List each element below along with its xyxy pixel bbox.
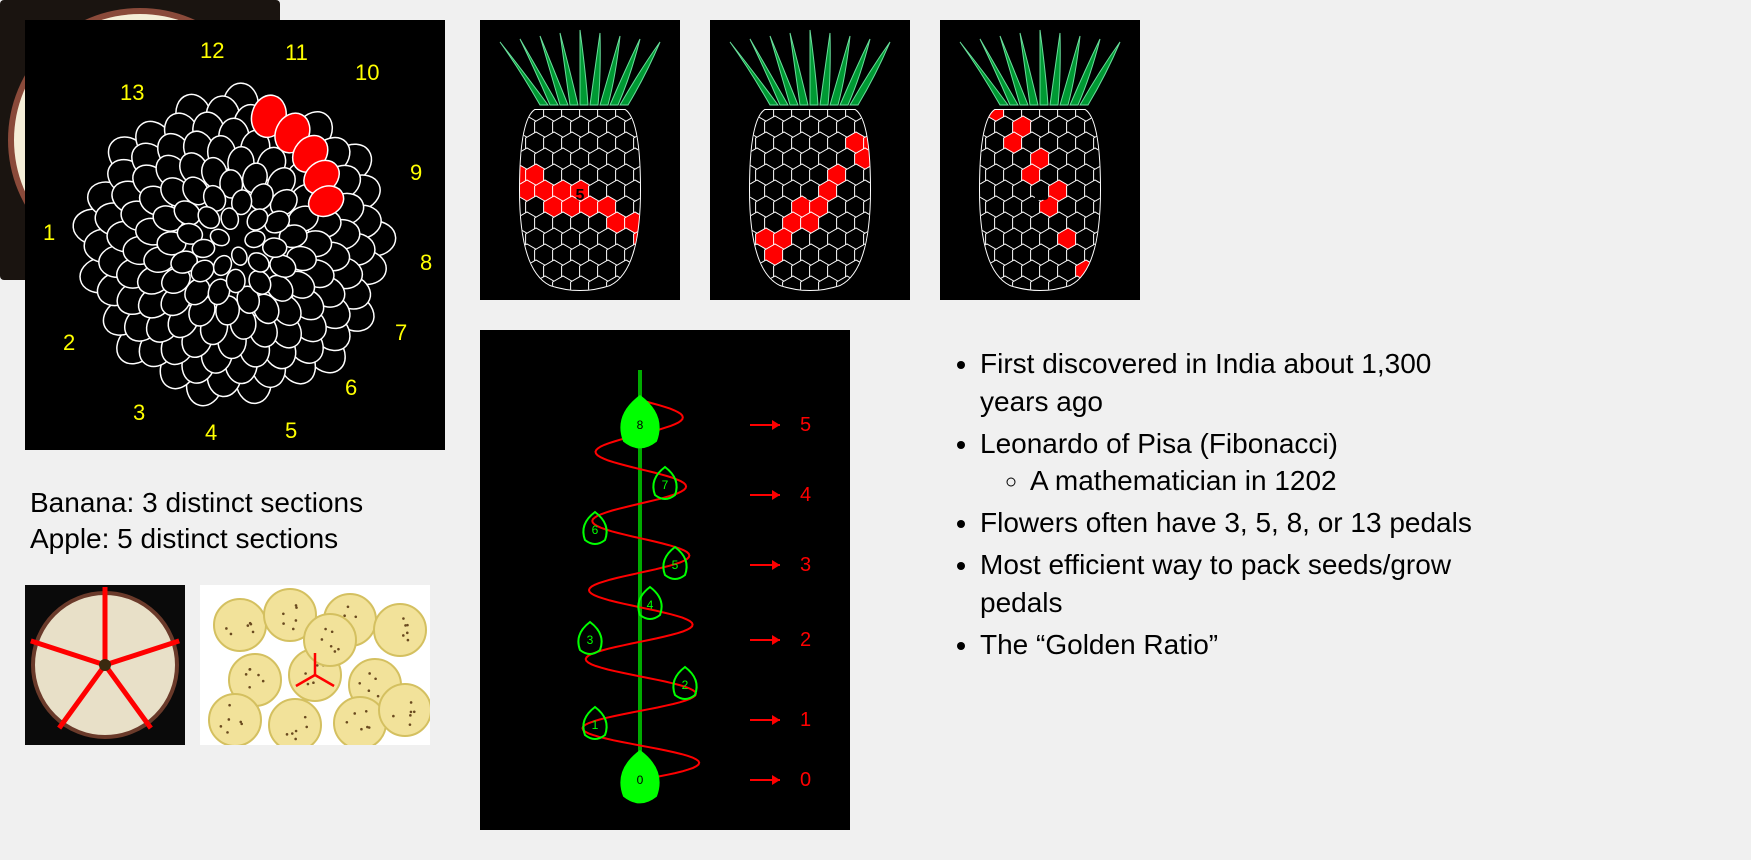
svg-text:1: 1: [800, 709, 811, 731]
banana-sections-image: [200, 585, 430, 745]
bullet-5: The “Golden Ratio”: [980, 626, 1500, 664]
svg-text:13: 13: [120, 80, 144, 105]
svg-text:1: 1: [592, 718, 599, 732]
flower-diagram: 12345678910111213: [25, 20, 445, 450]
svg-text:5: 5: [800, 414, 811, 436]
apple-sections-image: [25, 585, 185, 745]
pineapple-13: 13: [940, 20, 1140, 300]
svg-text:5: 5: [576, 187, 585, 204]
svg-text:8: 8: [420, 250, 432, 275]
svg-text:2: 2: [682, 678, 689, 692]
svg-text:4: 4: [205, 420, 217, 445]
apple-caption: Apple: 5 distinct sections: [30, 521, 363, 557]
svg-text:6: 6: [345, 375, 357, 400]
bullet-4: Most efficient way to pack seeds/grow pe…: [980, 546, 1500, 622]
svg-text:6: 6: [592, 523, 599, 537]
slide-root: 12345678910111213 5 8 13 012345678 54321…: [0, 0, 1751, 860]
svg-text:5: 5: [672, 558, 679, 572]
svg-text:12: 12: [200, 38, 224, 63]
svg-text:1: 1: [43, 220, 55, 245]
svg-text:9: 9: [410, 160, 422, 185]
svg-text:3: 3: [587, 633, 594, 647]
svg-text:8: 8: [806, 187, 815, 204]
svg-text:3: 3: [133, 400, 145, 425]
stem-spiral-diagram: 0 1 2 3 4 5 6 7 8 5 4 3 2 1 0: [480, 330, 850, 830]
svg-text:7: 7: [395, 320, 407, 345]
svg-text:10: 10: [355, 60, 379, 85]
svg-text:11: 11: [285, 40, 308, 65]
bullet-3: Flowers often have 3, 5, 8, or 13 pedals: [980, 504, 1500, 542]
bullet-2: Leonardo of Pisa (Fibonacci) A mathemati…: [980, 425, 1500, 501]
svg-text:2: 2: [63, 330, 75, 355]
svg-text:7: 7: [662, 478, 669, 492]
svg-text:4: 4: [800, 484, 811, 506]
svg-text:0: 0: [800, 769, 811, 791]
pineapple-5: 5: [480, 20, 680, 300]
bullet-2-sub: A mathematician in 1202: [1030, 462, 1500, 500]
svg-text:2: 2: [800, 629, 811, 651]
section-caption: Banana: 3 distinct sections Apple: 5 dis…: [30, 485, 363, 558]
svg-text:4: 4: [647, 598, 654, 612]
bullet-1: First discovered in India about 1,300 ye…: [980, 345, 1500, 421]
banana-caption: Banana: 3 distinct sections: [30, 485, 363, 521]
svg-text:3: 3: [800, 554, 811, 576]
svg-text:5: 5: [285, 418, 297, 443]
svg-text:0: 0: [637, 773, 644, 787]
svg-text:13: 13: [1031, 187, 1049, 204]
svg-text:8: 8: [637, 418, 644, 432]
bullet-list: First discovered in India about 1,300 ye…: [940, 345, 1500, 667]
pineapple-8: 8: [710, 20, 910, 300]
